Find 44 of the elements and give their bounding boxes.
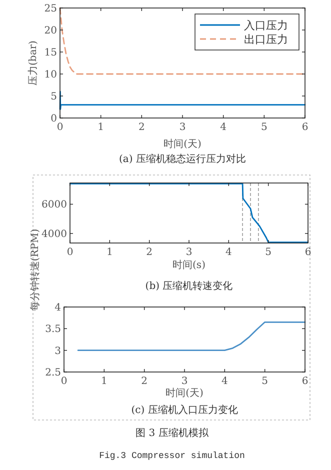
line-series: [69, 183, 309, 243]
x-axis-title: 时间(天): [166, 387, 204, 399]
x-axis-title: 时间(天): [164, 138, 202, 150]
x-tick-label: 1: [98, 122, 104, 133]
x-tick-label: 5: [260, 122, 268, 133]
text: (a) 压缩机稳态运行压力对比: [119, 153, 246, 165]
caption: Fig.3 Compressor simulation: [99, 451, 245, 461]
y-tick-label: 2.5: [45, 368, 61, 378]
x-tick-label: 6: [304, 247, 312, 258]
y-tick-label: 20: [44, 26, 57, 36]
y-tick-label: 5: [50, 92, 57, 102]
text: (b) 压缩机转速变化: [145, 280, 233, 292]
y-tick-label: 6000: [42, 200, 67, 211]
line-series: [77, 321, 306, 352]
x-tick-label: 3: [186, 247, 192, 258]
y-tick-label: 3: [54, 346, 61, 357]
x-tick-label: 4: [225, 247, 232, 258]
x-tick-label: 4: [221, 376, 228, 387]
y-tick-label: 4: [54, 302, 61, 314]
y-axis-title: 每分钟转速(RPM): [29, 228, 41, 312]
x-tick-label: 2: [141, 376, 148, 387]
x-tick-label: 3: [179, 122, 186, 133]
x-tick-label: 3: [181, 376, 188, 387]
x-tick-label: 5: [265, 247, 272, 258]
x-tick-label: 1: [100, 376, 108, 387]
legend-label: 出口压力: [244, 33, 288, 46]
x-tick-label: 2: [146, 247, 153, 258]
x-axis-title: 时间(s): [172, 259, 206, 271]
y-tick-label: 4000: [42, 228, 67, 240]
legend-label: 入口压力: [244, 19, 288, 32]
y-tick-label: 3.5: [45, 324, 61, 336]
x-tick-label: 2: [138, 122, 145, 133]
y-tick-label: 25: [44, 4, 57, 14]
y-axis-title: 压力(bar): [27, 40, 39, 86]
y-tick-label: 0: [50, 114, 57, 124]
x-tick-label: 6: [302, 122, 308, 133]
caption: 图 3 压缩机模拟: [136, 427, 210, 439]
y-tick-label: 15: [44, 48, 57, 58]
x-tick-label: 6: [302, 376, 308, 387]
x-tick-label: 1: [106, 247, 113, 258]
x-tick-label: 5: [262, 376, 268, 387]
text: (c) 压缩机入口压力变化: [131, 404, 238, 416]
y-tick-label: 10: [44, 70, 57, 80]
x-tick-label: 4: [220, 122, 227, 133]
